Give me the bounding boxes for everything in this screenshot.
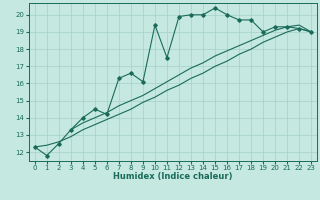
X-axis label: Humidex (Indice chaleur): Humidex (Indice chaleur) bbox=[113, 172, 233, 181]
